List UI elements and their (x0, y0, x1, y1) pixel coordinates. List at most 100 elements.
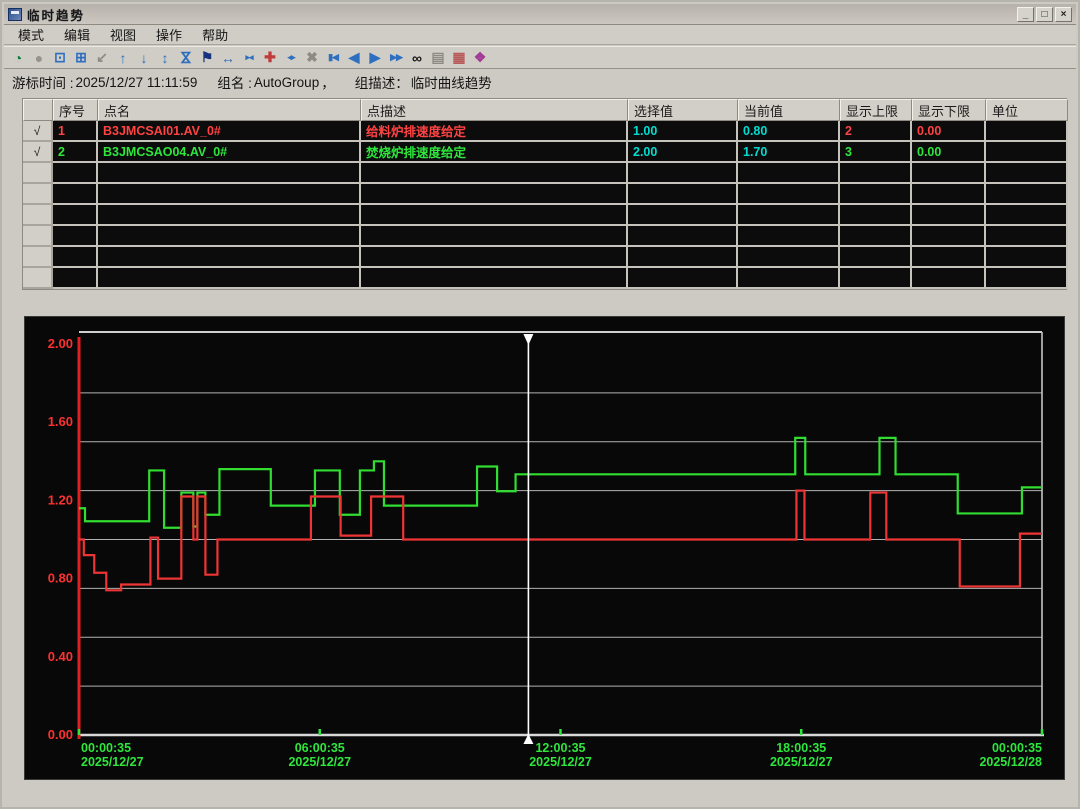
export-window-icon[interactable]: ⊞ (75, 49, 87, 65)
display-low: 0.00 (912, 142, 986, 163)
empty-cell (912, 184, 986, 205)
empty-cell (361, 226, 628, 247)
scale-down-icon[interactable]: ↓ (140, 49, 148, 66)
empty-cell (986, 205, 1068, 226)
column-header-0[interactable] (23, 99, 53, 121)
page-forward-icon[interactable]: ▶▶ (390, 52, 403, 62)
cursor-marker-top[interactable] (523, 334, 534, 345)
minimize-button[interactable]: _ (1017, 6, 1034, 22)
scale-up-icon[interactable]: ↑ (119, 49, 127, 66)
empty-cell (53, 184, 98, 205)
row-check-2[interactable]: √ (23, 142, 53, 163)
expand-horizontal-icon[interactable]: ↔ (221, 49, 235, 66)
empty-cell (53, 226, 98, 247)
empty-cell (361, 163, 628, 184)
restore-scale-icon[interactable]: ◂▸ (287, 52, 295, 62)
empty-cell (912, 226, 986, 247)
menu-mode[interactable]: 模式 (18, 28, 45, 43)
column-header-6[interactable]: 显示上限 (840, 99, 912, 121)
empty-cell (361, 205, 628, 226)
empty-cell (53, 163, 98, 184)
x-tick-date: 2025/12/28 (979, 755, 1042, 769)
group-name-label: 组名 : (217, 76, 252, 91)
compress-vertical-icon[interactable]: ⋈ (178, 50, 195, 65)
step-back-icon[interactable]: ◀ (348, 49, 360, 65)
empty-cell (912, 268, 986, 289)
report-icon[interactable]: ▦ (452, 49, 466, 65)
trend-chart[interactable]: 0.00 0.40 0.80 1.20 1.60 2.00 00:00:35 2025/12/… (25, 317, 1064, 779)
expand-all-icon[interactable]: ✚ (264, 49, 276, 65)
empty-cell (53, 205, 98, 226)
x-tick-time: 00:00:35 (992, 741, 1042, 755)
tag-desc: 给料炉排速度给定 (361, 121, 628, 142)
search-icon[interactable]: ∞ (412, 49, 422, 66)
empty-cell (628, 163, 738, 184)
empty-cell (986, 268, 1068, 289)
row-index: 2 (53, 142, 98, 163)
y-tick-label: 1.20 (48, 492, 73, 507)
display-low: 0.00 (912, 121, 986, 142)
corner-arrow-icon[interactable]: ↙ (96, 49, 108, 65)
empty-cell (840, 247, 912, 268)
empty-cell (738, 163, 840, 184)
x-tick-date: 2025/12/27 (81, 755, 144, 769)
empty-cell (628, 205, 738, 226)
column-header-5[interactable]: 当前值 (738, 99, 840, 121)
tag-desc: 焚烧炉排速度给定 (361, 142, 628, 163)
cursor-time-value: 2025/12/27 11:11:59 (75, 74, 198, 90)
maximize-button[interactable]: □ (1036, 6, 1053, 22)
unit (986, 121, 1068, 142)
empty-cell (98, 163, 361, 184)
empty-cell (738, 268, 840, 289)
row-check-empty (23, 163, 53, 184)
menu-view[interactable]: 视图 (110, 28, 137, 43)
selected-value: 1.00 (628, 121, 738, 142)
compress-horizontal-icon[interactable]: ▸◂ (245, 52, 253, 62)
display-high: 2 (840, 121, 912, 142)
unit (986, 142, 1068, 163)
tools-icon[interactable]: ✖ (306, 49, 318, 65)
x-tick-time: 00:00:35 (81, 741, 131, 755)
tag-name[interactable]: B3JMCSAI01.AV_0# (98, 121, 361, 142)
x-tick-date: 2025/12/27 (288, 755, 351, 769)
row-check-empty (23, 226, 53, 247)
column-header-8[interactable]: 单位 (986, 99, 1068, 121)
empty-cell (98, 268, 361, 289)
row-check-1[interactable]: √ (23, 121, 53, 142)
tag-name[interactable]: B3JMCSAO04.AV_0# (98, 142, 361, 163)
title-bar[interactable]: 临时趋势 _ □ × (4, 4, 1076, 25)
group-desc-value: 临时曲线趋势 (410, 76, 492, 91)
column-header-3[interactable]: 点描述 (361, 99, 628, 121)
help-book-icon[interactable]: ❖ (473, 49, 487, 65)
open-trend-icon[interactable]: ⊡ (54, 49, 66, 65)
menu-bar: 模式 编辑 视图 操作 帮助 (4, 25, 1076, 45)
tag-table: 序号 点名 点描述 选择值 当前值 显示上限 显示下限 单位 √ 1 B3JMCSAI01.AV_0… (22, 98, 1068, 290)
empty-cell (840, 163, 912, 184)
column-header-7[interactable]: 显示下限 (912, 99, 986, 121)
expand-vertical-icon[interactable]: ↕ (161, 49, 169, 66)
column-header-1[interactable]: 序号 (53, 99, 98, 121)
x-tick-date: 2025/12/27 (529, 755, 592, 769)
step-forward-icon[interactable]: ▶ (369, 49, 381, 65)
realtime-trend-icon[interactable]: ◔ (13, 49, 23, 66)
y-tick-label: 0.80 (48, 571, 73, 586)
cursor-marker-bottom[interactable] (523, 734, 534, 744)
print-icon[interactable]: ▤ (431, 49, 445, 65)
empty-cell (53, 268, 98, 289)
empty-cell (98, 184, 361, 205)
row-index: 1 (53, 121, 98, 142)
row-check-empty (23, 184, 53, 205)
record-icon[interactable]: ● (34, 49, 44, 66)
close-button[interactable]: × (1055, 6, 1072, 22)
separator: ， (321, 76, 335, 91)
window-icon (8, 7, 22, 21)
column-header-2[interactable]: 点名 (98, 99, 361, 121)
cursor-flag-icon[interactable]: ⚑ (200, 49, 214, 65)
y-tick-label: 2.00 (48, 336, 73, 351)
menu-edit[interactable]: 编辑 (64, 28, 91, 43)
menu-operate[interactable]: 操作 (156, 28, 183, 43)
column-header-4[interactable]: 选择值 (628, 99, 738, 121)
menu-help[interactable]: 帮助 (202, 28, 229, 43)
empty-cell (628, 268, 738, 289)
page-back-icon[interactable]: ▮◀ (328, 52, 339, 62)
